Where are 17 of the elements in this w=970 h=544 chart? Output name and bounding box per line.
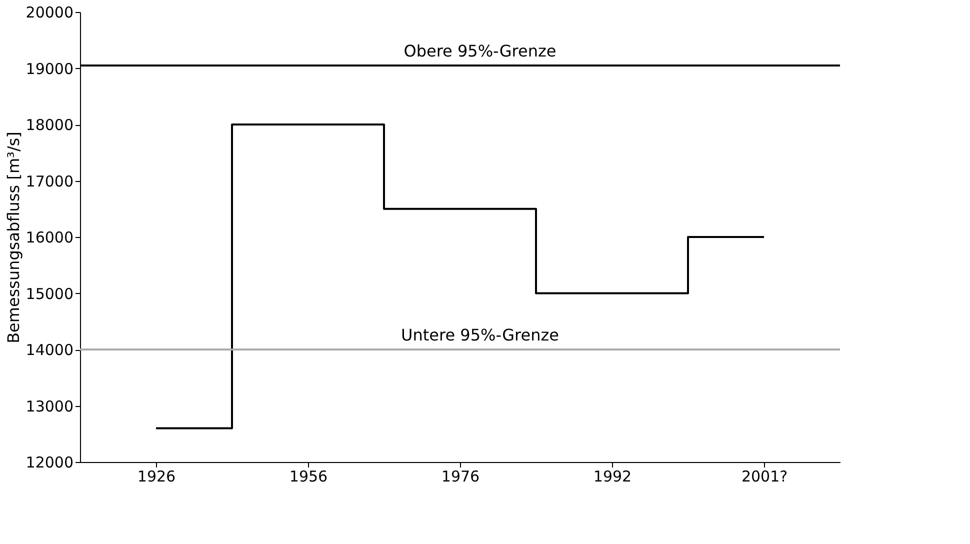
x-tick-label: 1926 <box>137 468 176 486</box>
ref-line-label: Untere 95%-Grenze <box>401 326 559 344</box>
y-tick-label: 13000 <box>26 397 74 416</box>
x-tick-label: 1992 <box>593 468 632 486</box>
y-tick-label: 19000 <box>26 60 74 78</box>
x-tick-label: 1976 <box>441 468 480 486</box>
y-tick-label: 15000 <box>26 284 74 303</box>
x-tick-label: 2001? <box>741 468 788 486</box>
y-tick-label: 16000 <box>26 228 74 246</box>
y-tick-label: 18000 <box>26 116 74 134</box>
y-tick-label: 17000 <box>26 172 74 190</box>
ref-line-label: Obere 95%-Grenze <box>404 41 556 60</box>
y-tick-label: 12000 <box>26 454 74 472</box>
y-tick-label: 14000 <box>26 341 74 359</box>
x-tick-label: 1956 <box>289 468 328 486</box>
y-axis-title: Bemessungsabfluss [m³/s] <box>4 132 23 344</box>
y-tick-label: 20000 <box>26 4 74 22</box>
